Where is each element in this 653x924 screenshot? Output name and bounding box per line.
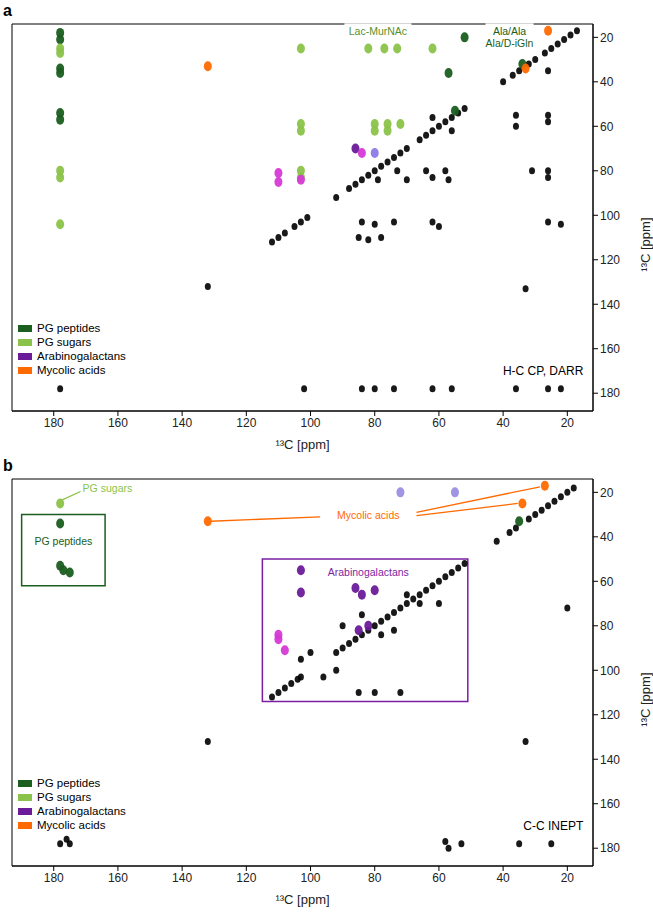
html-text:Arabinogalactans: Arabinogalactans bbox=[37, 805, 126, 817]
svg-text:60: 60 bbox=[600, 120, 614, 134]
svg-text:140: 140 bbox=[600, 298, 620, 312]
svg-text:PG peptides: PG peptides bbox=[34, 535, 92, 547]
svg-text:60: 60 bbox=[600, 575, 614, 589]
svg-text:¹³C [ppm]: ¹³C [ppm] bbox=[275, 892, 329, 907]
svg-text:100: 100 bbox=[600, 664, 620, 678]
svg-text:80: 80 bbox=[368, 416, 382, 430]
svg-text:20: 20 bbox=[561, 416, 575, 430]
svg-text:Ala/D-iGln: Ala/D-iGln bbox=[486, 37, 534, 49]
svg-text:20: 20 bbox=[600, 31, 614, 45]
svg-text:80: 80 bbox=[600, 619, 614, 633]
html-text:a: a bbox=[3, 2, 12, 19]
svg-text:80: 80 bbox=[600, 164, 614, 178]
svg-text:140: 140 bbox=[600, 753, 620, 767]
svg-text:60: 60 bbox=[432, 871, 446, 885]
svg-text:PG sugars: PG sugars bbox=[83, 482, 133, 494]
svg-text:C-C INEPT: C-C INEPT bbox=[523, 819, 584, 833]
svg-text:Ala/Ala: Ala/Ala bbox=[493, 25, 526, 37]
svg-text:160: 160 bbox=[600, 342, 620, 356]
svg-text:H-C CP, DARR: H-C CP, DARR bbox=[503, 364, 584, 378]
svg-text:100: 100 bbox=[301, 871, 321, 885]
svg-text:100: 100 bbox=[301, 416, 321, 430]
svg-text:120: 120 bbox=[236, 416, 256, 430]
svg-text:140: 140 bbox=[172, 871, 192, 885]
html-text:PG peptides: PG peptides bbox=[37, 777, 101, 789]
svg-text:120: 120 bbox=[600, 253, 620, 267]
svg-text:60: 60 bbox=[432, 416, 446, 430]
svg-text:¹³C [ppm]: ¹³C [ppm] bbox=[638, 218, 653, 272]
svg-text:40: 40 bbox=[600, 75, 614, 89]
html-text:Mycolic acids: Mycolic acids bbox=[37, 819, 106, 831]
svg-text:180: 180 bbox=[44, 871, 64, 885]
svg-text:120: 120 bbox=[600, 708, 620, 722]
html-text:b: b bbox=[3, 457, 13, 474]
html-text:PG sugars: PG sugars bbox=[37, 791, 92, 803]
html-text:Arabinogalactans: Arabinogalactans bbox=[37, 350, 126, 362]
svg-text:¹³C [ppm]: ¹³C [ppm] bbox=[275, 437, 329, 452]
svg-text:140: 140 bbox=[172, 416, 192, 430]
svg-text:160: 160 bbox=[108, 416, 128, 430]
svg-text:20: 20 bbox=[561, 871, 575, 885]
svg-text:80: 80 bbox=[368, 871, 382, 885]
svg-text:160: 160 bbox=[108, 871, 128, 885]
svg-text:180: 180 bbox=[44, 416, 64, 430]
svg-text:40: 40 bbox=[496, 416, 510, 430]
html-text:PG sugars: PG sugars bbox=[37, 336, 92, 348]
svg-text:Arabinogalactans: Arabinogalactans bbox=[328, 566, 409, 578]
svg-text:40: 40 bbox=[600, 530, 614, 544]
svg-text:Mycolic acids: Mycolic acids bbox=[337, 509, 399, 521]
svg-text:180: 180 bbox=[600, 841, 620, 855]
svg-text:160: 160 bbox=[600, 797, 620, 811]
svg-text:100: 100 bbox=[600, 209, 620, 223]
svg-text:180: 180 bbox=[600, 386, 620, 400]
svg-text:40: 40 bbox=[496, 871, 510, 885]
svg-text:¹³C [ppm]: ¹³C [ppm] bbox=[638, 673, 653, 727]
svg-text:20: 20 bbox=[600, 486, 614, 500]
svg-text:Lac-MurNAc: Lac-MurNAc bbox=[349, 25, 407, 37]
html-text:Mycolic acids: Mycolic acids bbox=[37, 364, 106, 376]
svg-text:120: 120 bbox=[236, 871, 256, 885]
html-text:PG peptides: PG peptides bbox=[37, 322, 101, 334]
